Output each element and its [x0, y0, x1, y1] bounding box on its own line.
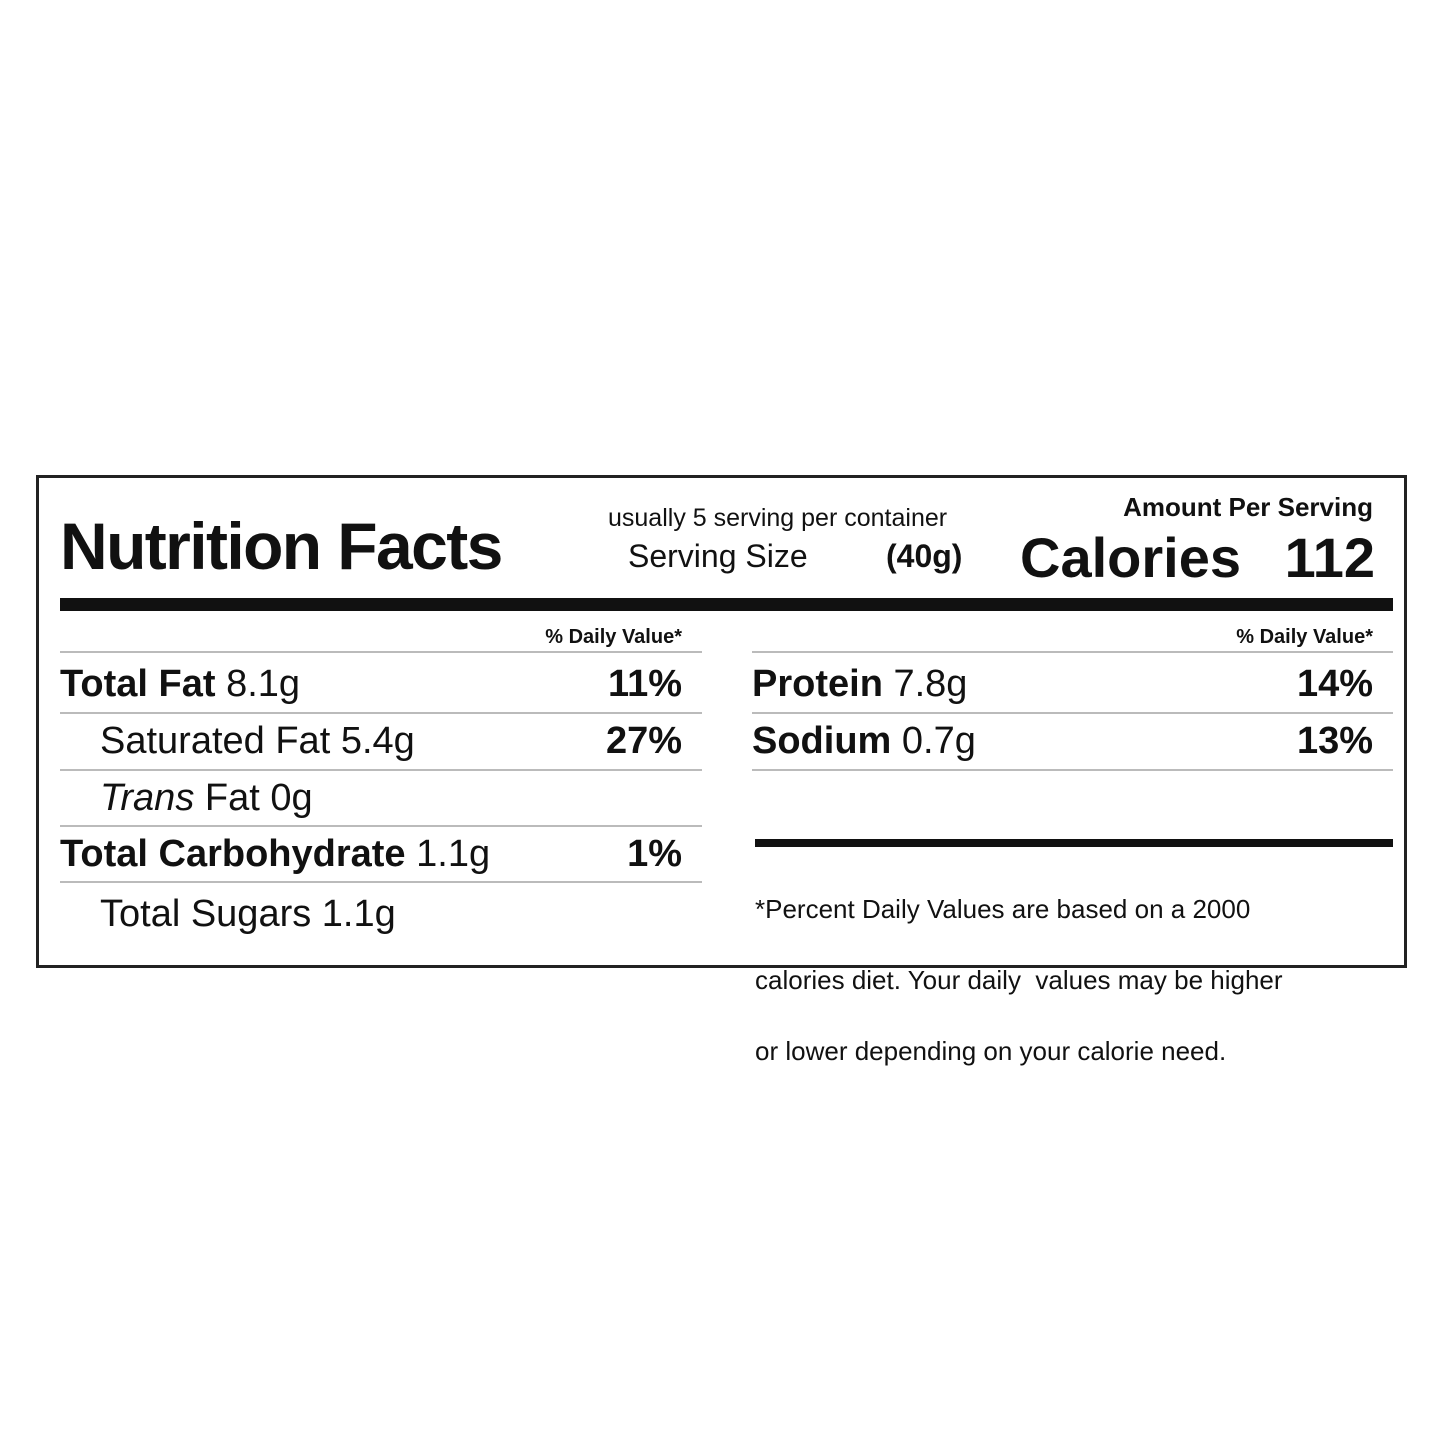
dv-header: % Daily Value*: [545, 626, 682, 648]
amount-per-serving: Amount Per Serving: [1123, 492, 1373, 522]
nutrient-name: Fat: [204, 777, 260, 819]
nutrient-amount: 1.1g: [321, 893, 396, 935]
footnote-line: or lower depending on your calorie need.: [755, 1035, 1227, 1066]
nutrient-amount: 7.8g: [893, 663, 968, 705]
daily-value: 13%: [1296, 720, 1373, 762]
rule: [60, 881, 702, 883]
serving-size-label: Serving Size: [628, 538, 808, 574]
rule: [752, 769, 1393, 771]
nutrient-amount: 1.1g: [416, 833, 491, 875]
rule: [60, 712, 702, 714]
rule: [60, 769, 702, 771]
thick-rule: [60, 598, 1393, 611]
nutrient: Saturated Fat 5.4g: [100, 719, 415, 763]
nutrient-amount: 5.4g: [340, 720, 415, 762]
calories-value: 112: [1284, 526, 1375, 589]
nutrient-name: Total Carbohydrate: [60, 833, 406, 875]
nutrient-amount: 8.1g: [226, 663, 301, 705]
footnote-line: calories diet. Your daily values may be …: [755, 964, 1283, 995]
daily-value: 11%: [608, 663, 682, 705]
nutrient: Trans Fat 0g: [100, 776, 313, 820]
nutrient: Total Sugars 1.1g: [100, 892, 396, 936]
daily-value: 14%: [1296, 663, 1373, 705]
rule: [60, 825, 702, 827]
nutrient: Total Fat 8.1g: [60, 662, 300, 706]
nutrient-name: Total Sugars: [100, 893, 312, 935]
nutrient-name: Sodium: [752, 720, 892, 762]
footnote: *Percent Daily Values are based on a 200…: [755, 856, 1283, 1105]
daily-value: 27%: [605, 720, 682, 762]
footnote-line: *Percent Daily Values are based on a 200…: [755, 893, 1251, 924]
serving-size-value: (40g): [886, 538, 963, 574]
nutrient: Total Carbohydrate 1.1g: [60, 832, 490, 876]
rule: [752, 712, 1393, 714]
dv-header: % Daily Value*: [1236, 626, 1373, 648]
nutrient-name: Saturated Fat: [100, 720, 331, 762]
rule: [60, 651, 702, 653]
nutrient: Sodium 0.7g: [752, 719, 976, 763]
nutrient-name-italic: Trans: [100, 777, 195, 819]
label-border: [36, 475, 1407, 968]
servings: usually 5 serving per container: [608, 504, 948, 532]
title: Nutrition Facts: [60, 509, 503, 583]
nutrient-amount: 0.7g: [901, 720, 976, 762]
nutrient-name: Total Fat: [60, 663, 216, 705]
calories-label: Calories: [1020, 526, 1241, 589]
thick-rule: [755, 839, 1393, 847]
nutrient-name: Protein: [752, 663, 883, 705]
daily-value: 1%: [627, 833, 682, 875]
nutrient: Protein 7.8g: [752, 662, 967, 706]
nutrient-amount: 0g: [270, 777, 313, 819]
rule: [752, 651, 1393, 653]
